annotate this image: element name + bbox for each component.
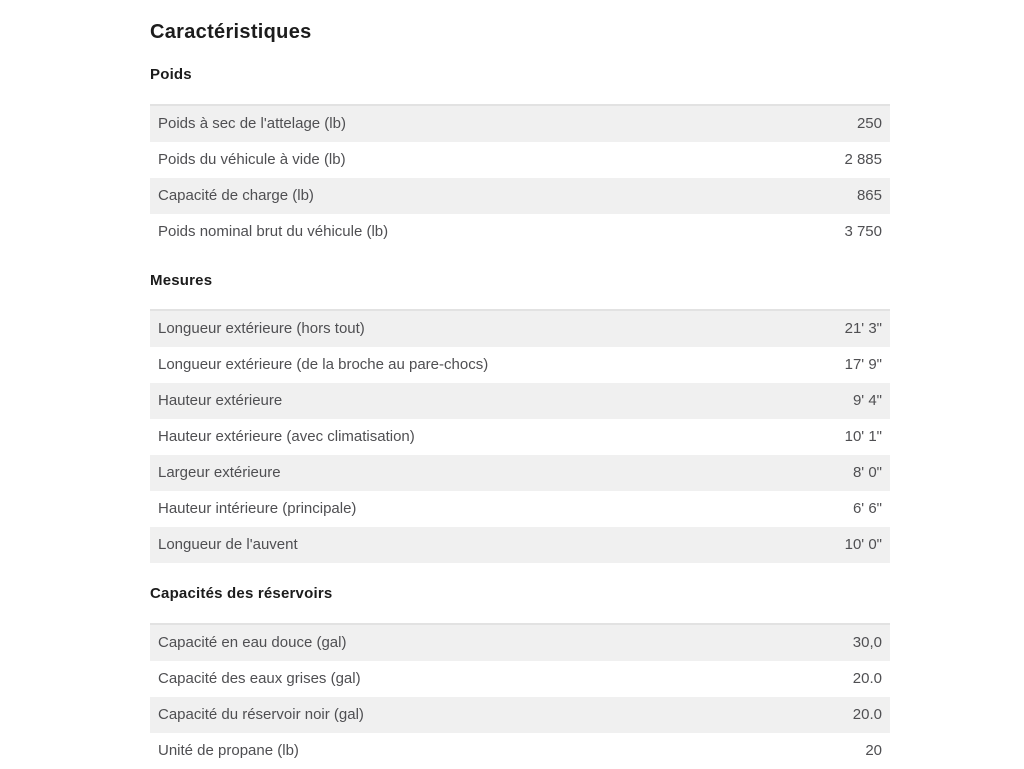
spec-label: Capacité des eaux grises (gal) [158, 669, 361, 687]
table-row: Hauteur intérieure (principale) 6' 6" [150, 491, 890, 527]
spec-label: Hauteur extérieure (avec climatisation) [158, 428, 415, 445]
section-heading-poids: Poids [150, 66, 192, 83]
table-row: Longueur extérieure (hors tout) 21' 3" [150, 310, 890, 347]
spec-label: Poids à sec de l'attelage (lb) [158, 114, 346, 132]
section-mesures: Mesures Longueur extérieure (hors tout) … [150, 271, 890, 563]
spec-value: 250 [856, 114, 882, 132]
spec-label: Capacité du réservoir noir (gal) [158, 705, 364, 723]
spec-label: Poids du véhicule à vide (lb) [158, 150, 346, 168]
table-row: Capacité en eau douce (gal) 30,0 [150, 623, 890, 661]
spec-value: 2 885 [844, 150, 882, 168]
spec-label: Poids nominal brut du véhicule (lb) [158, 222, 389, 240]
spec-value: 865 [856, 186, 882, 204]
spec-label: Longueur extérieure (hors tout) [158, 320, 365, 337]
spec-value: 30,0 [852, 633, 882, 651]
table-row: Capacité des eaux grises (gal) 20.0 [150, 660, 890, 697]
table-row: Capacité du réservoir noir (gal) 20.0 [150, 696, 890, 733]
table-row: Longueur extérieure (de la broche au par… [150, 347, 890, 383]
spec-value: 10' 1" [844, 428, 882, 445]
spec-value: 10' 0" [844, 536, 882, 553]
section-capacites-reservoirs: Capacités des réservoirs Capacité en eau… [150, 585, 890, 769]
table-row: Poids du véhicule à vide (lb) 2 885 [150, 141, 890, 178]
table-row: Largeur extérieure 8' 0" [150, 455, 890, 491]
table-row: Unité de propane (lb) 20 [150, 732, 890, 769]
spec-value: 21' 3" [844, 320, 882, 337]
spec-label: Unité de propane (lb) [158, 741, 299, 759]
page-title: Caractéristiques [150, 21, 312, 43]
spec-table-capacites: Capacité en eau douce (gal) 30,0 Capacit… [150, 622, 890, 769]
spec-value: 8' 0" [852, 464, 882, 481]
table-row: Capacité de charge (lb) 865 [150, 177, 890, 214]
spec-value: 20.0 [852, 705, 882, 723]
spec-label: Capacité de charge (lb) [158, 186, 314, 204]
section-heading-capacites: Capacités des réservoirs [150, 585, 333, 602]
table-row: Poids nominal brut du véhicule (lb) 3 75… [150, 213, 890, 250]
table-row: Poids à sec de l'attelage (lb) 250 [150, 104, 890, 142]
specifications-page: Caractéristiques Poids Poids à sec de l'… [150, 21, 890, 769]
spec-table-poids: Poids à sec de l'attelage (lb) 250 Poids… [150, 103, 890, 250]
spec-label: Hauteur extérieure [158, 392, 283, 409]
spec-value: 3 750 [844, 222, 882, 240]
table-row: Hauteur extérieure 9' 4" [150, 383, 890, 419]
spec-label: Largeur extérieure [158, 464, 281, 481]
spec-value: 6' 6" [852, 500, 882, 517]
table-row: Hauteur extérieure (avec climatisation) … [150, 419, 890, 455]
spec-value: 17' 9" [844, 356, 882, 373]
spec-label: Capacité en eau douce (gal) [158, 633, 347, 651]
spec-table-mesures: Longueur extérieure (hors tout) 21' 3" L… [150, 309, 890, 563]
spec-value: 9' 4" [852, 392, 882, 409]
spec-label: Hauteur intérieure (principale) [158, 500, 357, 517]
section-poids: Poids Poids à sec de l'attelage (lb) 250… [150, 66, 890, 250]
spec-label: Longueur de l'auvent [158, 536, 298, 553]
spec-value: 20 [865, 741, 882, 759]
spec-value: 20.0 [852, 669, 882, 687]
spec-label: Longueur extérieure (de la broche au par… [158, 356, 489, 373]
section-heading-mesures: Mesures [150, 271, 213, 289]
table-row: Longueur de l'auvent 10' 0" [150, 527, 890, 563]
